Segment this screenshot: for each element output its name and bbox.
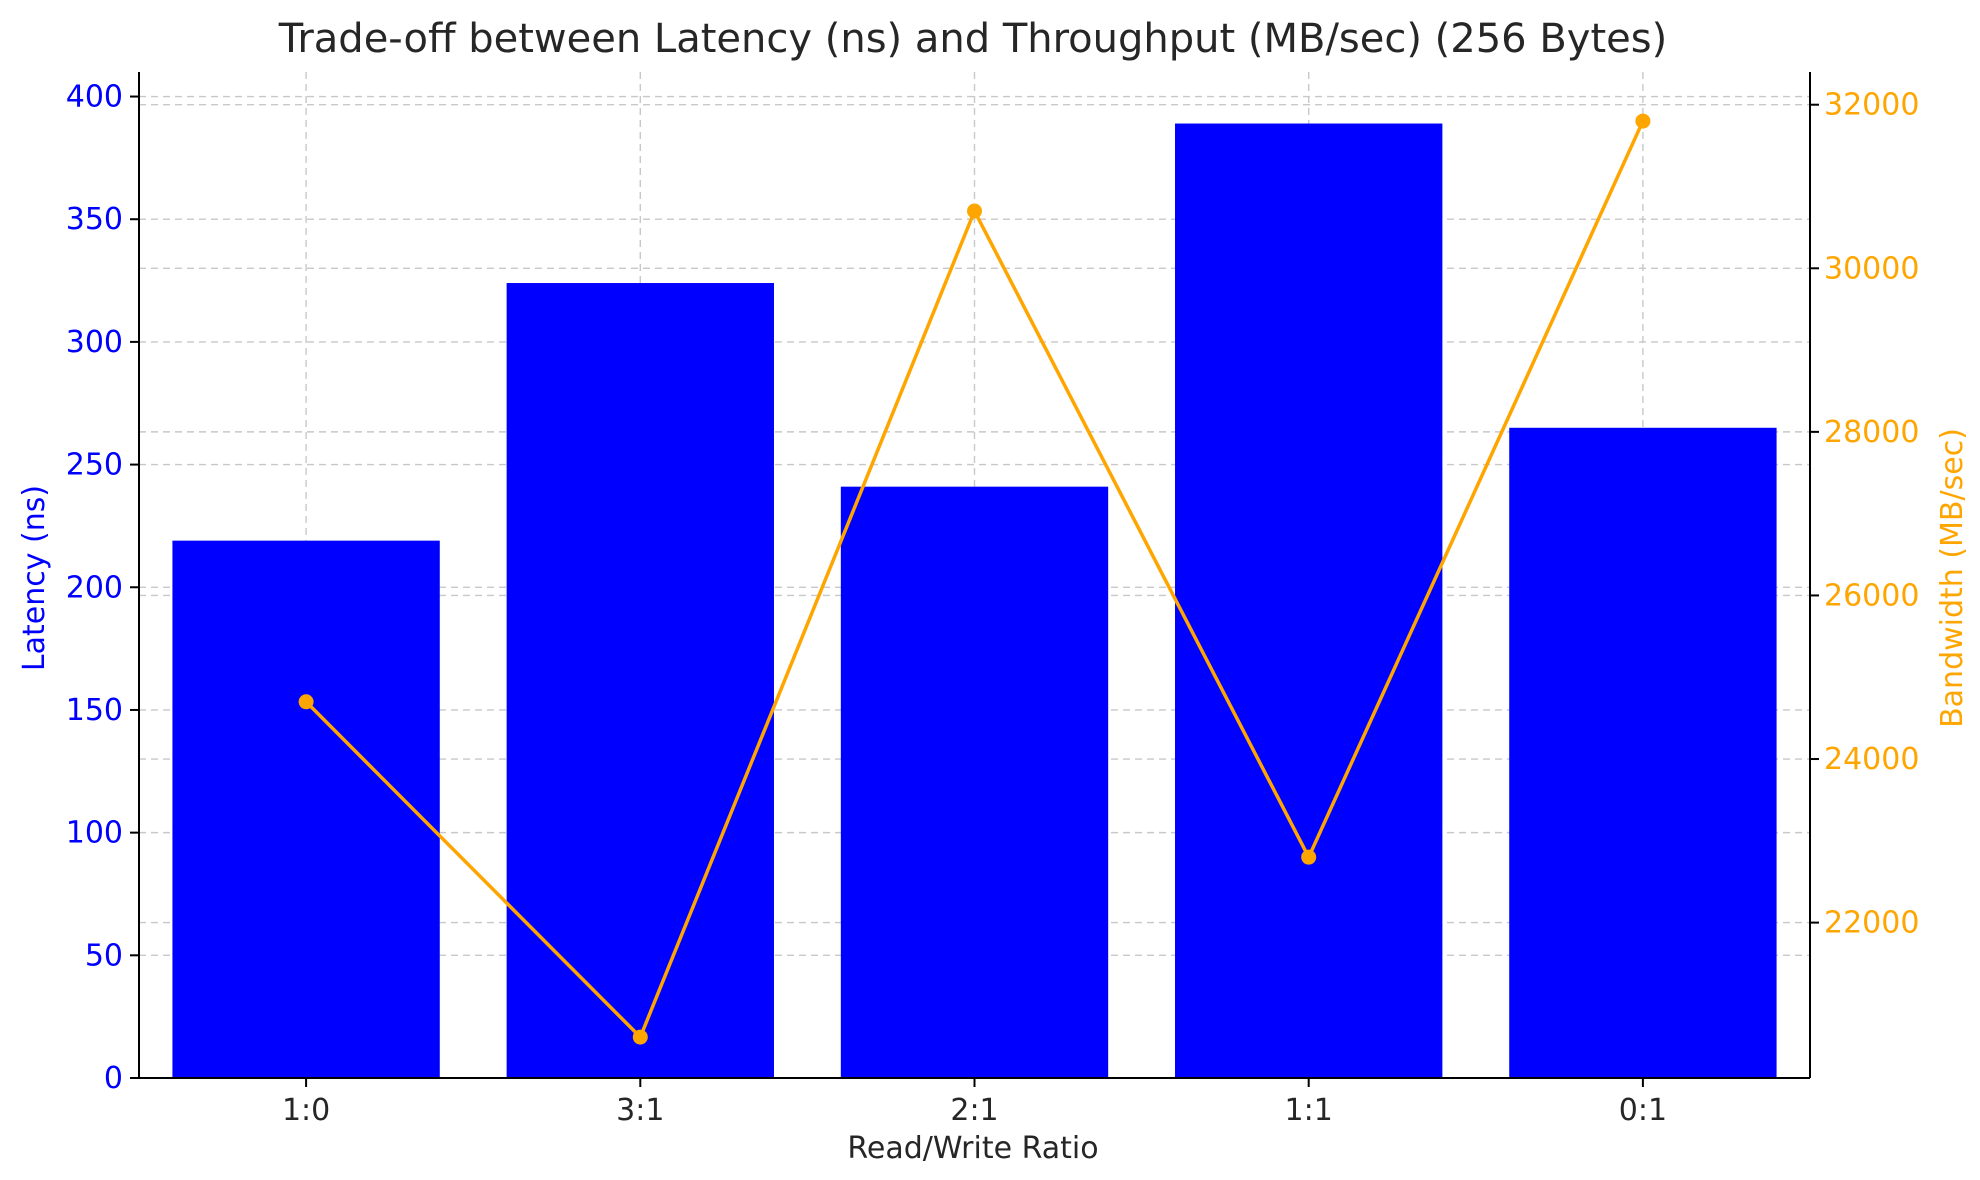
y-right-tick-label: 32000: [1824, 88, 1919, 123]
x-tick-label: 2:1: [950, 1093, 998, 1128]
bandwidth-point-3-1: [632, 1029, 648, 1045]
y-left-tick-label: 0: [104, 1061, 123, 1096]
y-left-tick-label: 250: [66, 448, 123, 483]
x-axis-label: Read/Write Ratio: [847, 1131, 1098, 1166]
bandwidth-point-1-0: [298, 694, 314, 710]
latency-bar-0-1: [1509, 427, 1777, 1078]
x-tick-label: 1:0: [282, 1093, 330, 1128]
x-tick-label: 1:1: [1285, 1093, 1333, 1128]
y-left-tick-label: 150: [66, 693, 123, 728]
y-left-tick-label: 50: [85, 938, 123, 973]
y-right-tick-label: 22000: [1824, 906, 1919, 941]
line-series: [298, 113, 1651, 1045]
latency-bar-1-1: [1175, 123, 1443, 1078]
bandwidth-point-1-1: [1301, 849, 1317, 865]
y-axis-left-label: Latency (ns): [17, 485, 52, 671]
y-right-tick-label: 30000: [1824, 251, 1919, 286]
y-right-tick-label: 26000: [1824, 578, 1919, 613]
chart-title: Trade-off between Latency (ns) and Throu…: [278, 16, 1667, 62]
axes: 0 50 100 150 200 250 300 350 400 22000 24000 26000 2…: [66, 72, 1919, 1128]
bandwidth-point-2-1: [967, 203, 982, 219]
y-right-tick-label: 24000: [1824, 742, 1919, 777]
y-left-tick-label: 350: [66, 202, 123, 237]
y-right-tick-label: 28000: [1824, 415, 1919, 450]
bandwidth-point-0-1: [1635, 113, 1651, 129]
y-left-tick-label: 300: [66, 325, 123, 360]
latency-bar-1-0: [172, 540, 440, 1078]
x-tick-label: 3:1: [616, 1093, 664, 1128]
y-left-tick-label: 200: [66, 570, 123, 605]
y-left-tick-label: 400: [66, 80, 123, 115]
latency-bar-2-1: [840, 486, 1109, 1078]
y-left-tick-label: 100: [66, 816, 123, 851]
latency-bar-3-1: [506, 283, 774, 1078]
y-axis-right-label: Bandwidth (MB/sec): [1935, 428, 1970, 728]
x-tick-label: 0:1: [1619, 1093, 1667, 1128]
